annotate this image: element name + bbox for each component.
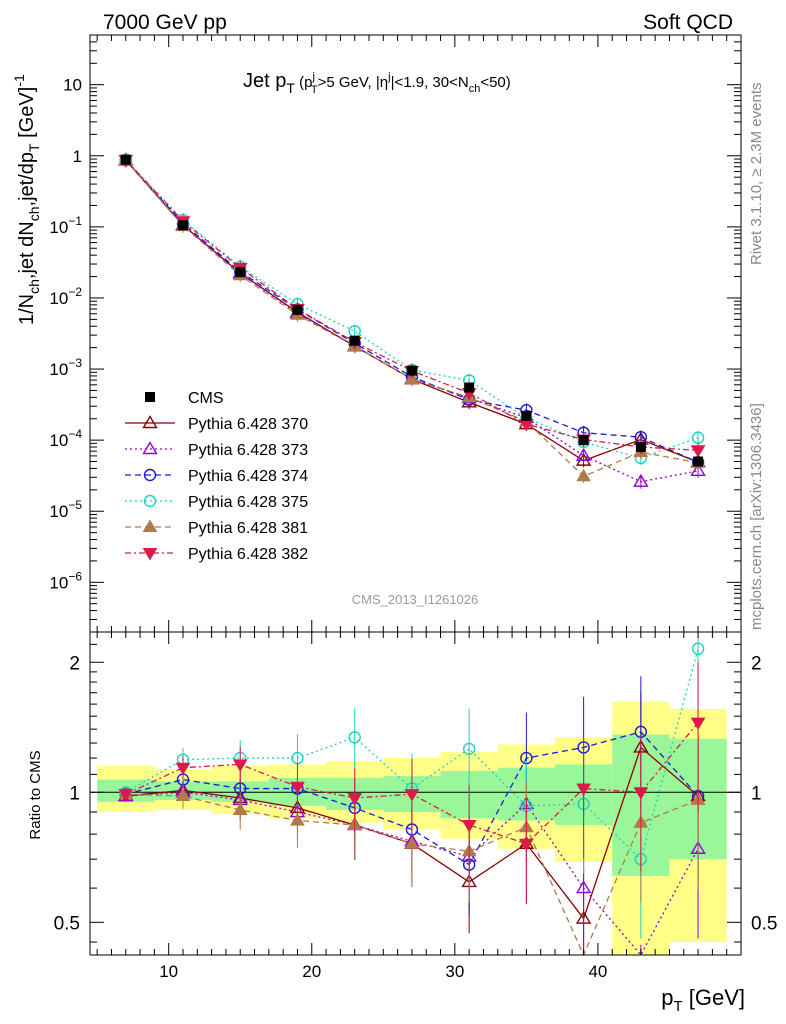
y-tick-label: 1 bbox=[73, 147, 82, 166]
ratio-marker bbox=[462, 742, 476, 756]
ratio-y-tick-label-right: 1 bbox=[751, 783, 762, 804]
legend-label: CMS bbox=[188, 390, 224, 407]
main-ylabel: 1/Nch,jet dNch,jet/dpT [GeV]-1 bbox=[11, 74, 42, 325]
legend-marker bbox=[142, 441, 158, 455]
data-point bbox=[464, 382, 475, 393]
ratio-ylabel: Ratio to CMS bbox=[27, 750, 44, 839]
ratio-plot-frame bbox=[89, 631, 742, 956]
ratio-y-tick-label: 1 bbox=[69, 783, 80, 804]
ratio-marker bbox=[175, 762, 191, 776]
series-marker bbox=[691, 431, 705, 444]
data-point bbox=[578, 435, 589, 446]
x-tick-label: 20 bbox=[302, 962, 321, 981]
series-marker bbox=[575, 447, 592, 461]
y-tick-label: 10−3 bbox=[49, 356, 82, 379]
ratio-marker bbox=[691, 642, 705, 655]
analysis-watermark: CMS_2013_I1261026 bbox=[352, 592, 479, 607]
y-tick-label: 10−6 bbox=[49, 569, 82, 592]
data-point bbox=[178, 220, 188, 231]
x-tick-label: 30 bbox=[445, 962, 464, 981]
y-tick-label: 10−2 bbox=[49, 285, 82, 308]
ratio-marker bbox=[404, 789, 420, 802]
ratio-marker bbox=[519, 838, 534, 852]
legend-marker bbox=[142, 415, 158, 429]
y-tick-label: 10−4 bbox=[49, 427, 82, 450]
data-point bbox=[292, 304, 303, 315]
legend-label: Pythia 6.428 375 bbox=[188, 494, 308, 511]
ratio-marker bbox=[348, 731, 361, 744]
legend-label: Pythia 6.428 370 bbox=[188, 416, 308, 433]
ratio-y-tick-label: 2 bbox=[69, 653, 80, 674]
legend-label: Pythia 6.428 373 bbox=[188, 442, 308, 459]
legend-label: Pythia 6.428 382 bbox=[188, 546, 308, 563]
series-marker bbox=[576, 468, 591, 482]
ratio-marker bbox=[404, 836, 420, 849]
ratio-marker bbox=[118, 789, 134, 802]
legend-marker bbox=[145, 392, 155, 402]
ratio-y-tick-label: 0.5 bbox=[54, 913, 80, 934]
ratio-marker bbox=[347, 792, 363, 806]
series-line bbox=[125, 159, 699, 459]
ratio-marker bbox=[290, 781, 305, 795]
ratio-marker bbox=[690, 717, 706, 731]
series-line bbox=[125, 159, 699, 483]
data-point bbox=[406, 365, 417, 376]
ratio-marker bbox=[232, 759, 248, 772]
series-marker bbox=[690, 462, 706, 477]
series-marker bbox=[690, 445, 706, 458]
ratio-marker bbox=[575, 880, 592, 894]
rivet-label: Rivet 3.1.10, ≥ 2.3M events bbox=[748, 83, 765, 266]
x-tick-label: 10 bbox=[159, 962, 178, 981]
plot-title: Jet pT (pj T>5 GeV, |ηj|<1.9, 30<Nch<50) bbox=[243, 70, 511, 96]
series-marker bbox=[633, 473, 649, 487]
ratio-marker bbox=[232, 802, 248, 815]
legend: CMS Pythia 6.428 370 Pythia 6.428 373 Pythi… bbox=[125, 390, 308, 563]
legend-marker bbox=[143, 468, 157, 482]
ratio-marker bbox=[175, 788, 191, 802]
x-axis-label: pT [GeV] bbox=[661, 985, 745, 1015]
legend-marker bbox=[142, 548, 158, 561]
y-tick-label: 10 bbox=[63, 76, 82, 95]
main-plot-frame bbox=[89, 34, 742, 633]
data-point bbox=[349, 335, 360, 346]
series-line bbox=[125, 159, 699, 451]
ratio-marker bbox=[290, 813, 305, 826]
y-tick-label: 10−1 bbox=[49, 214, 82, 237]
ratio-marker bbox=[576, 783, 591, 797]
mcplots-label: mcplots.cern.ch [arXiv:1306.3436] bbox=[748, 403, 765, 630]
data-point bbox=[521, 410, 532, 421]
ratio-marker bbox=[633, 787, 649, 800]
header-right: Soft QCD bbox=[643, 11, 733, 34]
legend-marker bbox=[142, 519, 158, 532]
legend-label: Pythia 6.428 381 bbox=[188, 520, 308, 537]
data-point bbox=[693, 456, 704, 467]
legend-label: Pythia 6.428 374 bbox=[188, 468, 308, 485]
ratio-y-tick-label-right: 0.5 bbox=[751, 913, 777, 934]
ratio-marker bbox=[461, 819, 477, 833]
ratio-y-tick-label-right: 2 bbox=[751, 653, 762, 674]
data-point bbox=[635, 442, 646, 453]
y-tick-label: 10−5 bbox=[49, 498, 82, 521]
x-tick-label: 40 bbox=[588, 962, 607, 981]
header-left: 7000 GeV pp bbox=[103, 11, 227, 34]
data-point bbox=[120, 154, 131, 165]
data-point bbox=[235, 267, 246, 278]
legend-marker bbox=[143, 494, 157, 508]
